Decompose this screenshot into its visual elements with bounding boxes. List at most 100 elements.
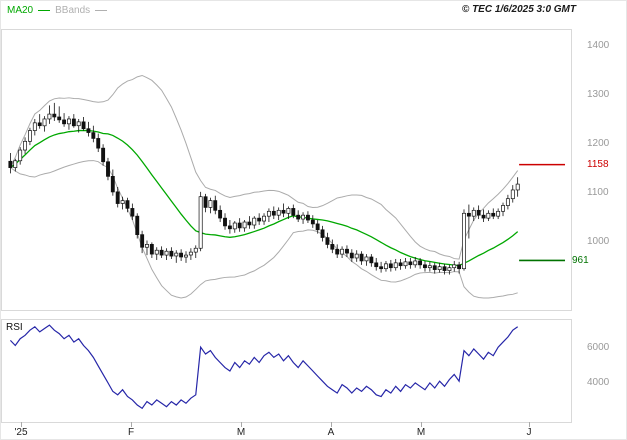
candle-body xyxy=(286,208,291,214)
month-tick xyxy=(131,422,132,427)
candle-body xyxy=(81,121,86,130)
candle-body xyxy=(349,252,354,259)
candle-body xyxy=(135,215,140,235)
price-tick-label: 1100 xyxy=(587,187,609,198)
candle-body xyxy=(466,212,471,217)
candle-body xyxy=(515,183,520,191)
price-tick-label: 1000 xyxy=(587,235,610,247)
candle-body xyxy=(42,118,47,127)
candle-body xyxy=(188,251,193,256)
candle-body xyxy=(62,119,67,125)
rsi-label: RSI xyxy=(6,322,23,333)
price-tick-label: 1200 xyxy=(587,138,610,150)
candle-body xyxy=(203,196,208,208)
candle-body xyxy=(427,265,432,269)
candles xyxy=(8,102,520,275)
support-level-label: 961 xyxy=(572,255,589,267)
month-tick xyxy=(331,422,332,427)
candle-body xyxy=(481,214,486,219)
candle-body xyxy=(496,210,501,217)
candle-body xyxy=(340,248,345,255)
rsi-tick-label: 4000 xyxy=(587,377,610,389)
candle-body xyxy=(149,244,154,255)
candle-body xyxy=(86,128,91,133)
candle-body xyxy=(325,237,330,245)
rsi-tick-label: 6000 xyxy=(587,342,610,354)
ma20-line xyxy=(10,129,519,267)
candle-body xyxy=(281,209,286,214)
candle-body xyxy=(423,264,427,269)
candle-body xyxy=(335,248,340,255)
candle-body xyxy=(310,219,315,225)
bbands-legend-swatch xyxy=(95,10,108,11)
right-price-axis: 1400 1300 1200 1100 1000 1158 961 6000 4000 xyxy=(572,1,626,439)
candle-body xyxy=(47,113,52,120)
candle-body xyxy=(418,260,423,266)
candle-body xyxy=(383,263,388,270)
candle-body xyxy=(242,221,247,229)
candle-body xyxy=(413,260,418,266)
month-label: J xyxy=(526,427,532,438)
candle-body xyxy=(291,208,296,216)
candle-body xyxy=(37,122,42,127)
candle-body xyxy=(159,249,164,256)
candle-body xyxy=(144,244,149,248)
candle-body xyxy=(505,198,510,206)
candle-body xyxy=(110,176,115,193)
candle-body xyxy=(369,256,374,264)
candle-body xyxy=(320,229,325,238)
candle-body xyxy=(379,266,384,270)
month-label: A xyxy=(327,427,335,438)
candle-body xyxy=(442,266,447,271)
candle-body xyxy=(510,189,515,200)
candle-body xyxy=(447,267,452,271)
candle-body xyxy=(271,210,276,216)
candle-body xyxy=(266,210,271,217)
rsi-panel xyxy=(1,319,572,423)
candle-body xyxy=(257,217,262,222)
price-panel xyxy=(1,29,572,311)
candle-body xyxy=(154,249,159,255)
candle-body xyxy=(306,214,310,221)
candle-body xyxy=(237,222,242,229)
rsi-line xyxy=(9,324,519,410)
candle-body xyxy=(76,121,81,127)
candle-body xyxy=(115,191,120,204)
candle-body xyxy=(457,264,462,270)
candle-body xyxy=(247,221,252,226)
candle-body xyxy=(403,261,408,267)
candle-body xyxy=(208,200,213,208)
candle-body xyxy=(359,253,364,262)
candle-body xyxy=(91,132,96,139)
candle-body xyxy=(276,209,281,216)
copyright-text: © TEC 1/6/2025 3:0 GMT xyxy=(461,4,576,15)
candle-body xyxy=(262,215,266,222)
candle-body xyxy=(193,247,198,253)
candle-body xyxy=(13,160,18,168)
candle-body xyxy=(96,138,101,149)
candle-body xyxy=(345,248,349,254)
chart-legend: MA20 BBands xyxy=(7,5,108,16)
candle-body xyxy=(120,200,125,204)
candle-body xyxy=(452,264,457,269)
candle-body xyxy=(71,118,76,127)
candle-body xyxy=(52,113,57,118)
candle-body xyxy=(32,122,37,131)
candle-body xyxy=(476,209,481,216)
month-label: M xyxy=(236,427,246,438)
candle-body xyxy=(125,200,130,209)
candle-body xyxy=(198,196,203,249)
price-tick-label: 1300 xyxy=(587,89,610,101)
ma20-legend-swatch xyxy=(38,10,51,11)
candle-body xyxy=(315,223,320,231)
month-tick xyxy=(21,422,22,427)
bollinger-upper-line xyxy=(9,74,519,260)
candle-body xyxy=(67,118,71,125)
month-label: F xyxy=(127,427,135,438)
candle-body xyxy=(408,261,413,266)
price-chart xyxy=(8,74,566,299)
resistance-level-label: 1158 xyxy=(587,158,609,170)
candle-body xyxy=(223,217,227,227)
candle-body xyxy=(174,252,179,257)
candle-body xyxy=(388,263,393,269)
